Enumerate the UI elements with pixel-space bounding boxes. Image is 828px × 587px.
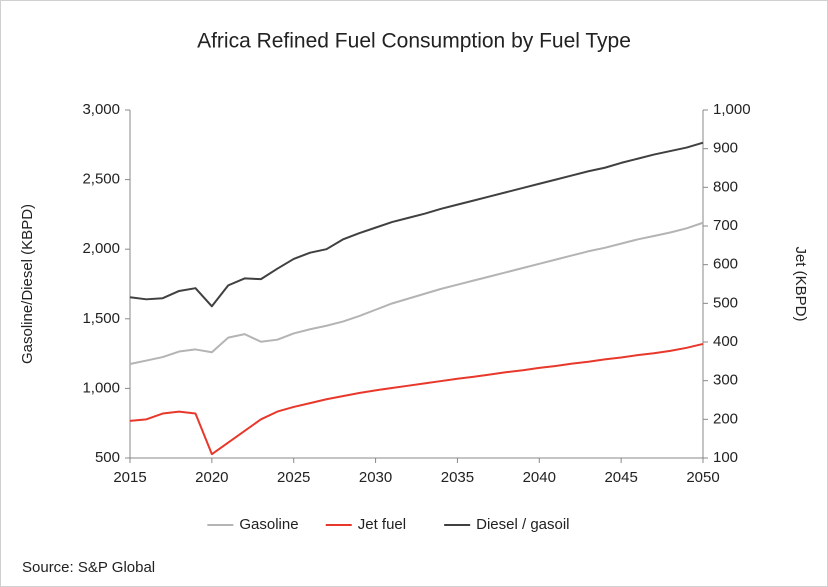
chart-title: Africa Refined Fuel Consumption by Fuel … [197,30,631,53]
series-line [129,221,704,366]
series-line [129,141,704,308]
y2-tick-label: 200 [713,410,738,427]
y2-tick-label: 400 [713,333,738,350]
x-tick-label: 2045 [604,469,637,486]
x-tick-label: 2035 [441,469,474,486]
y2-tick-label: 600 [713,256,738,273]
y2-tick-label: 500 [713,294,738,311]
x-tick-label: 2015 [113,469,146,486]
legend-label: Jet fuel [358,516,406,533]
x-tick-label: 2040 [523,469,556,486]
x-tick-label: 2025 [277,469,310,486]
y-tick-label: 2,000 [82,240,120,257]
y-tick-label: 1,500 [82,310,120,327]
y2-tick-label: 900 [713,140,738,157]
x-tick-label: 2030 [359,469,392,486]
y2-axis-label: Jet (KBPD) [792,246,809,321]
y2-tick-label: 100 [713,449,738,466]
y-tick-label: 3,000 [82,101,120,118]
y2-tick-label: 700 [713,217,738,234]
y-tick-label: 1,000 [82,379,120,396]
series-line [129,342,704,456]
legend-label: Gasoline [239,516,298,533]
x-tick-label: 2050 [686,469,719,486]
legend-label: Diesel / gasoil [476,516,569,533]
y-axis-label: Gasoline/Diesel (KBPD) [19,204,36,364]
y2-tick-label: 800 [713,178,738,195]
x-tick-label: 2020 [195,469,228,486]
y2-tick-label: 300 [713,372,738,389]
source-note: Source: S&P Global [22,559,155,576]
y-tick-label: 500 [95,449,120,466]
y-tick-label: 2,500 [82,171,120,188]
y2-tick-label: 1,000 [713,101,751,118]
